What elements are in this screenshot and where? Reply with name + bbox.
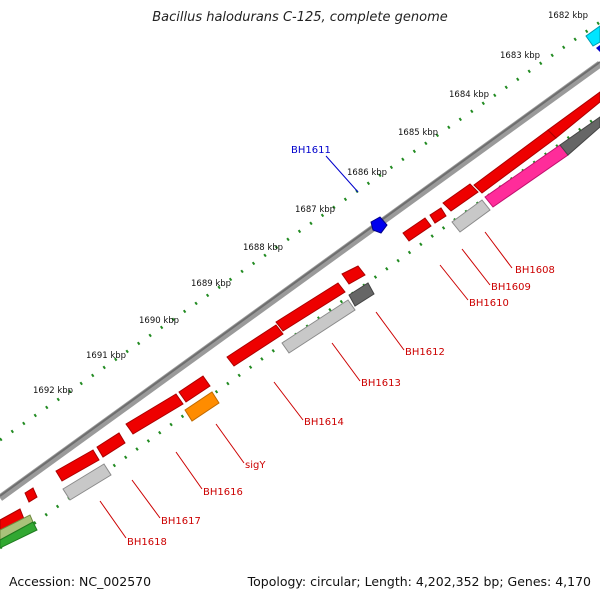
- gene-fragment[interactable]: [24, 487, 38, 503]
- gene-sigy[interactable]: [178, 375, 211, 403]
- label-bh1612[interactable]: BH1612: [405, 347, 445, 358]
- gene-bh1612[interactable]: [341, 265, 366, 285]
- gene-bh1610[interactable]: [429, 207, 447, 224]
- outer-strand-genes: [24, 91, 600, 503]
- label-bh1614[interactable]: BH1614: [304, 417, 344, 428]
- gene-darkgray-2[interactable]: [348, 282, 375, 307]
- backbone: [0, 61, 600, 501]
- tick-label: 1683 kbp: [500, 51, 540, 61]
- gene-bh1611[interactable]: [370, 216, 388, 234]
- accession-text: Accession: NC_002570: [9, 574, 152, 589]
- gene-bh1608-cont[interactable]: [547, 91, 600, 139]
- gene-bh1614[interactable]: [226, 324, 284, 367]
- gene-gray-1[interactable]: [451, 199, 491, 233]
- gene-green[interactable]: [0, 521, 38, 549]
- gene-cyan[interactable]: [585, 25, 600, 47]
- outer-scale-line: [0, 20, 600, 442]
- gene-labels: BH1608 BH1609 BH1610 BH1611 BH1612 BH161…: [127, 145, 555, 548]
- gene-bh1613[interactable]: [275, 282, 346, 332]
- tick-label: 1684 kbp: [449, 90, 489, 100]
- tick-label: 1685 kbp: [398, 128, 438, 138]
- tick-label: 1691 kbp: [86, 351, 126, 361]
- page-title: Bacillus halodurans C-125, complete geno…: [152, 10, 448, 25]
- gene-bh1610b[interactable]: [402, 217, 432, 242]
- label-bh1610[interactable]: BH1610: [469, 298, 509, 309]
- tick-label: 1682 kbp: [548, 11, 588, 21]
- tick-label: 1688 kbp: [243, 243, 283, 253]
- gene-gray-2[interactable]: [281, 299, 356, 354]
- gene-darkgray[interactable]: [559, 116, 600, 156]
- label-bh1611[interactable]: BH1611: [291, 145, 331, 156]
- gene-orange[interactable]: [184, 391, 220, 422]
- gene-bh1616[interactable]: [125, 393, 184, 435]
- scale-ticks: 1682 kbp 1683 kbp 1684 kbp 1685 kbp 1686…: [33, 11, 588, 396]
- gene-blue-small[interactable]: [596, 45, 600, 52]
- gene-bh1617[interactable]: [96, 432, 126, 458]
- tick-label: 1687 kbp: [295, 205, 335, 215]
- label-bh1608[interactable]: BH1608: [515, 265, 555, 276]
- callout-lines: [99, 155, 513, 539]
- tick-label: 1692 kbp: [33, 386, 73, 396]
- gene-bh1609[interactable]: [442, 183, 479, 212]
- gene-gray-3[interactable]: [62, 463, 112, 501]
- gene-bh1618[interactable]: [55, 449, 100, 482]
- genome-summary-text: Topology: circular; Length: 4,202,352 bp…: [247, 574, 591, 589]
- label-bh1617[interactable]: BH1617: [161, 516, 201, 527]
- tick-label: 1690 kbp: [139, 316, 179, 326]
- inner-strand-genes: [0, 25, 600, 549]
- label-bh1613[interactable]: BH1613: [361, 378, 401, 389]
- label-bh1618[interactable]: BH1618: [127, 537, 167, 548]
- label-bh1616[interactable]: BH1616: [203, 487, 243, 498]
- tick-label: 1689 kbp: [191, 279, 231, 289]
- label-bh1609[interactable]: BH1609: [491, 282, 531, 293]
- label-sigy[interactable]: sigY: [245, 460, 266, 471]
- tick-label: 1686 kbp: [347, 168, 387, 178]
